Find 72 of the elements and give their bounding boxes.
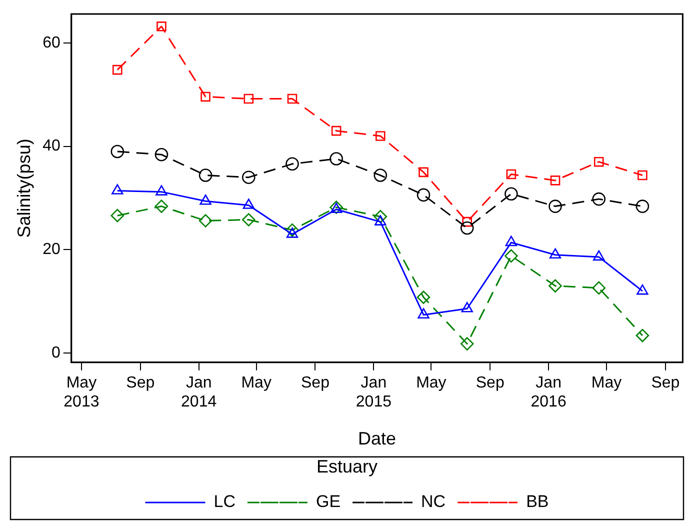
point — [200, 194, 212, 205]
point — [592, 281, 606, 295]
point — [462, 216, 472, 227]
x-tick-label: May — [416, 374, 446, 392]
x-tick-label: Jan 2014 — [181, 374, 217, 411]
point — [110, 208, 124, 222]
y-tick-label: 20 — [42, 241, 60, 258]
y-tick-label: 60 — [42, 34, 60, 52]
point — [154, 200, 168, 213]
point — [418, 167, 428, 178]
point — [286, 228, 298, 238]
y-axis-title: Salinity(psu) — [14, 138, 34, 238]
point — [374, 168, 388, 182]
point — [461, 302, 473, 312]
x-tick-label: May — [591, 374, 622, 392]
point — [286, 223, 299, 237]
point — [112, 184, 124, 194]
point — [374, 215, 386, 226]
point — [374, 210, 388, 224]
legend-label: NC — [421, 492, 446, 512]
point — [287, 94, 298, 104]
x-tick-label: Sep — [126, 374, 155, 392]
legend-label: LC — [214, 492, 236, 512]
x-tick-label: May — [241, 374, 272, 392]
point — [110, 144, 124, 158]
point — [460, 221, 474, 235]
point — [376, 131, 386, 141]
legend-title: Estuary — [316, 456, 378, 476]
point — [200, 92, 210, 102]
point — [636, 200, 650, 213]
point — [154, 148, 168, 162]
point — [550, 176, 560, 186]
x-tick-label: Sep — [301, 374, 330, 392]
point — [112, 64, 122, 75]
legend-label: GE — [316, 492, 341, 512]
point — [156, 185, 168, 196]
legend-label: BB — [526, 492, 549, 512]
point — [505, 236, 518, 246]
point — [242, 170, 256, 184]
point — [156, 22, 166, 32]
y-tick-label: 0 — [51, 344, 60, 362]
point — [549, 248, 562, 259]
x-tick-label: Sep — [651, 374, 680, 392]
point — [592, 192, 606, 206]
point — [242, 198, 254, 209]
point — [636, 328, 650, 342]
x-tick-label: Jan 2016 — [530, 374, 566, 411]
x-tick-label: May 2013 — [64, 374, 100, 411]
point — [504, 187, 518, 201]
point — [198, 168, 212, 182]
point — [416, 188, 430, 202]
point — [638, 170, 648, 180]
x-tick-label: Sep — [476, 374, 504, 392]
point — [330, 152, 343, 166]
point — [504, 249, 518, 263]
point — [506, 169, 516, 180]
x-tick-label: Jan 2015 — [356, 374, 392, 411]
point — [636, 284, 648, 295]
point — [286, 157, 299, 171]
point — [548, 200, 562, 213]
point — [460, 337, 474, 350]
point — [548, 279, 562, 293]
point — [418, 308, 430, 318]
point — [242, 213, 256, 226]
point — [331, 126, 342, 136]
point — [594, 156, 604, 167]
x-axis-title: Date — [358, 428, 396, 449]
point — [198, 214, 212, 228]
point — [593, 250, 605, 261]
point — [244, 94, 254, 104]
point — [416, 290, 430, 304]
y-tick-label: 40 — [42, 138, 60, 155]
